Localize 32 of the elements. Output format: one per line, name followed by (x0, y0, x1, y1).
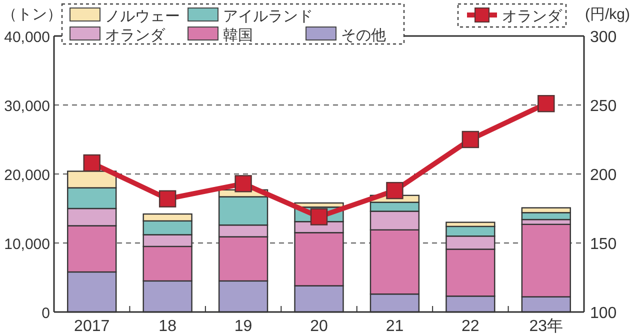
y2-tick-label: 200 (590, 167, 617, 184)
y2-tick-label: 300 (590, 29, 617, 46)
point (310, 208, 328, 226)
legend-label: オランダ (502, 8, 563, 25)
y-tick-label: 30,000 (4, 98, 50, 115)
y-axis-title: （トン） (2, 6, 62, 23)
y2-axis-title: (円/kg) (585, 6, 630, 23)
point (538, 95, 555, 112)
legend-label: オランダ (105, 27, 166, 44)
legend-label: その他 (341, 27, 386, 44)
x-tick-label: 23年 (529, 318, 564, 335)
y2-tick-label: 250 (590, 98, 617, 115)
y-tick-label: 40,000 (4, 29, 50, 46)
x-tick-label: 21 (386, 318, 404, 335)
y-tick-label: 0 (42, 305, 50, 322)
point (83, 154, 100, 172)
y2-tick-label: 150 (590, 236, 617, 253)
legend-label: 韓国 (223, 27, 253, 44)
x-tick-label: 2017 (74, 318, 110, 335)
point (462, 130, 480, 148)
point (158, 190, 176, 208)
x-tick-label: 22 (462, 318, 480, 335)
legend-label: ノルウェー (105, 8, 180, 25)
y-tick-label: 10,000 (4, 236, 50, 253)
point (386, 182, 404, 200)
y-tick-label: 20,000 (4, 167, 50, 184)
x-tick-label: 19 (234, 318, 252, 335)
x-tick-label: 20 (310, 318, 328, 335)
y2-tick-label: 100 (590, 305, 617, 322)
point (234, 175, 252, 192)
legend-label: アイルランド (223, 8, 313, 25)
x-tick-label: 18 (158, 318, 177, 335)
